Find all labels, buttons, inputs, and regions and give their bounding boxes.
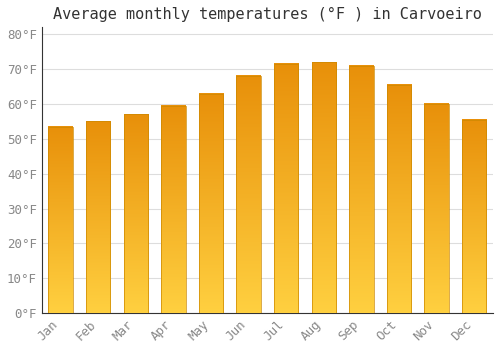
Bar (387, 85, 411, 313)
Bar (424, 104, 449, 313)
Title: Average monthly temperatures (°F ) in Carvoeiro: Average monthly temperatures (°F ) in Ca… (53, 7, 482, 22)
Bar (312, 62, 336, 313)
Bar (124, 114, 148, 313)
Bar (86, 121, 110, 313)
Bar (462, 120, 486, 313)
Bar (161, 106, 186, 313)
Bar (199, 93, 223, 313)
Bar (349, 66, 374, 313)
Bar (274, 64, 298, 313)
Bar (236, 76, 261, 313)
Bar (48, 127, 73, 313)
